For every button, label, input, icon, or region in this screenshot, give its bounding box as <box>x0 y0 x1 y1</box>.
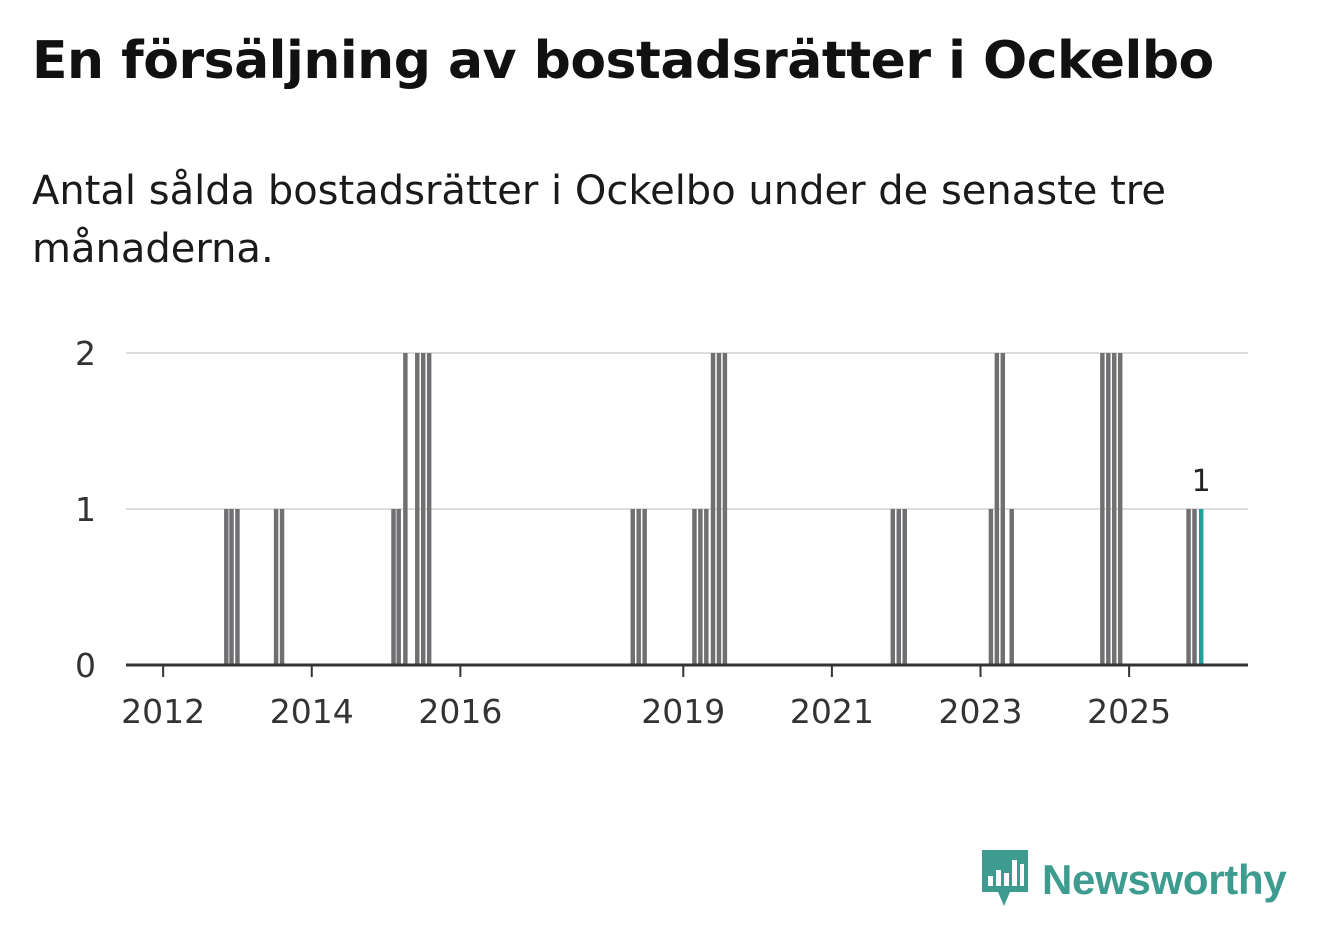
brand-name: Newsworthy <box>1042 856 1287 903</box>
y-tick-label: 2 <box>75 334 96 373</box>
bar <box>273 509 279 665</box>
bar <box>224 509 229 665</box>
y-tick-label: 1 <box>75 490 96 529</box>
axis-layer: 0 1 2 2012 2014 2016 2019 2021 2023 2025 <box>75 334 1248 731</box>
x-tick-label: 2025 <box>1087 692 1171 731</box>
y-tick-label: 0 <box>75 646 96 685</box>
bar <box>988 509 994 665</box>
data-label: 1 <box>1192 464 1211 499</box>
bar <box>710 353 716 665</box>
bar <box>994 353 1000 665</box>
bar <box>704 509 709 665</box>
bar <box>630 509 635 665</box>
newsworthy-logo: Newsworthy <box>980 850 1287 910</box>
bar <box>1112 353 1117 665</box>
bar <box>1106 353 1111 665</box>
bar <box>420 353 426 665</box>
bar <box>692 509 697 665</box>
bar <box>1100 353 1105 665</box>
bar <box>698 509 703 665</box>
bar <box>1186 509 1191 665</box>
bar <box>235 509 240 665</box>
chart-title: En försäljning av bostadsrätter i Ockelb… <box>32 31 1214 91</box>
bar <box>1000 353 1006 665</box>
label-layer: 1 <box>1192 464 1211 499</box>
bar <box>426 353 432 665</box>
bar <box>279 509 285 665</box>
bar <box>642 509 647 665</box>
bar <box>229 509 234 665</box>
x-tick-label: 2012 <box>121 692 205 731</box>
bar-chart: 0 1 2 2012 2014 2016 2019 2021 2023 2025 1 <box>75 334 1248 731</box>
bar <box>636 509 641 665</box>
bar <box>1009 509 1014 665</box>
grid-layer <box>126 352 1248 510</box>
bar <box>902 509 907 665</box>
bar <box>896 509 901 665</box>
bar-highlight <box>1198 509 1204 665</box>
bar <box>890 509 896 665</box>
bar <box>403 353 408 665</box>
bar <box>396 509 401 665</box>
x-tick-label: 2021 <box>790 692 874 731</box>
x-tick-label: 2023 <box>939 692 1023 731</box>
bar <box>716 353 722 665</box>
x-tick-label: 2019 <box>641 692 725 731</box>
x-tick-label: 2016 <box>418 692 502 731</box>
bar <box>415 353 420 665</box>
bar-layer <box>224 353 1204 665</box>
bar <box>722 353 728 665</box>
chart-subtitle: Antal sålda bostadsrätter i Ockelbo unde… <box>32 168 1166 272</box>
x-tick-label: 2014 <box>270 692 354 731</box>
bar <box>391 509 396 665</box>
bar <box>1117 353 1123 665</box>
bar <box>1192 509 1197 665</box>
newsworthy-logo-icon <box>982 850 1028 906</box>
